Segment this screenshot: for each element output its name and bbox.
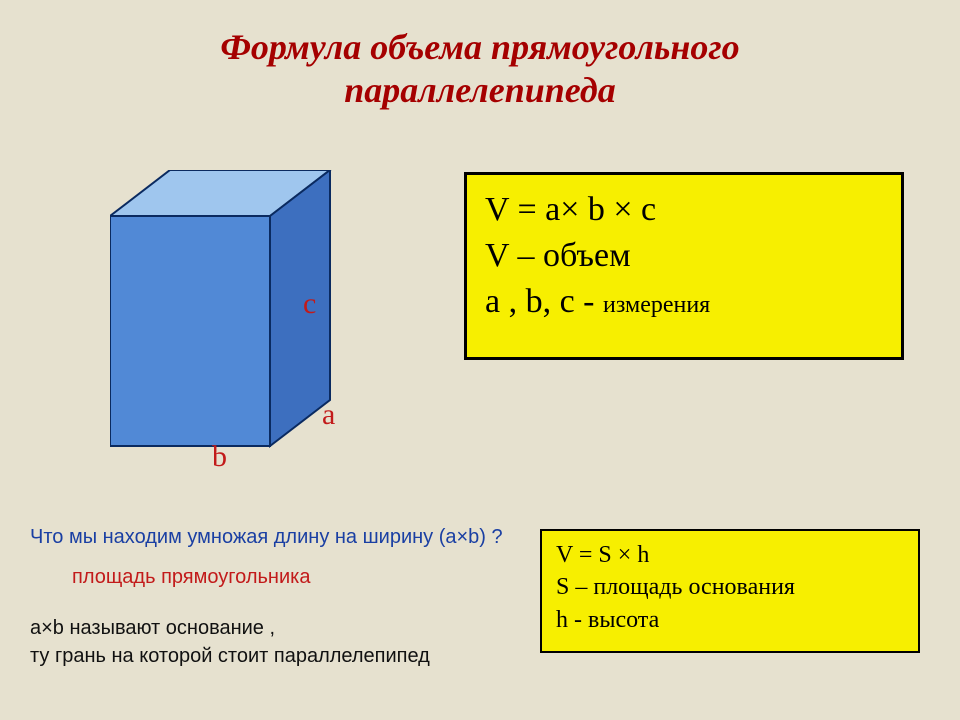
formula-v-sh: V = S × h bbox=[556, 539, 904, 571]
base-note-line-1: a×b называют основание , bbox=[30, 614, 430, 642]
formula-abc-suffix: измерения bbox=[603, 292, 710, 318]
formula-v-abc: V = a× b × c bbox=[485, 187, 883, 233]
title-line-1: Формула объема прямоугольного bbox=[0, 26, 960, 69]
cuboid-svg bbox=[110, 170, 370, 480]
cuboid-side-face bbox=[270, 170, 330, 446]
page-title: Формула объема прямоугольного параллелеп… bbox=[0, 26, 960, 112]
answer-text: площадь прямоугольника bbox=[72, 566, 310, 589]
question-text: Что мы находим умножая длину на ширину (… bbox=[30, 526, 503, 549]
formula-s-label: S – площадь основания bbox=[556, 571, 904, 603]
dimension-label-b: b bbox=[212, 440, 227, 474]
dimension-label-c: c bbox=[303, 287, 316, 321]
title-line-2: параллелепипеда bbox=[0, 69, 960, 112]
formula-v-label: V – объем bbox=[485, 233, 883, 279]
base-note-line-2: ту грань на которой стоит параллелепипед bbox=[30, 642, 430, 670]
formula-h-label: h - высота bbox=[556, 604, 904, 636]
formula-abc-prefix: a , b, c - bbox=[485, 283, 603, 320]
formula-box-secondary: V = S × h S – площадь основания h - высо… bbox=[540, 529, 920, 653]
dimension-label-a: a bbox=[322, 398, 335, 432]
cuboid-front-face bbox=[110, 216, 270, 446]
base-note: a×b называют основание , ту грань на кот… bbox=[30, 614, 430, 670]
cuboid-diagram bbox=[110, 170, 370, 480]
formula-box-main: V = a× b × c V – объем a , b, c - измере… bbox=[464, 172, 904, 360]
formula-abc-label: a , b, c - измерения bbox=[485, 279, 883, 325]
